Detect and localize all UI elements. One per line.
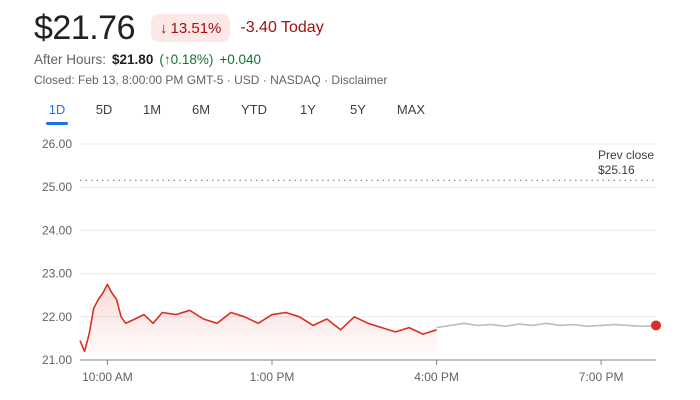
after-hours-price: $21.80 (112, 52, 154, 67)
y-tick-label: 23.00 (42, 267, 72, 281)
y-axis-ticks: 26.00 25.00 24.00 23.00 22.00 21.00 (42, 137, 72, 367)
after-hours-line-series (436, 322, 657, 329)
change-percent: 13.51% (170, 19, 222, 37)
tab-max[interactable]: MAX (396, 102, 426, 117)
prev-close-label: Prev close (598, 148, 654, 162)
after-hours-percent: (↑0.18%) (159, 52, 214, 67)
market-status-line: Closed: Feb 13, 8:00:00 PM GMT-5 · USD ·… (34, 73, 388, 87)
current-price: $21.76 (34, 9, 136, 47)
regular-session-line (79, 283, 437, 353)
tab-ytd[interactable]: YTD (241, 102, 267, 117)
prev-close-value: $25.16 (598, 163, 635, 177)
change-today: -3.40 Today (240, 19, 324, 36)
y-tick-label: 22.00 (42, 310, 72, 324)
after-hours-label: After Hours: (34, 52, 107, 67)
tab-5d[interactable]: 5D (95, 102, 113, 117)
price-chart[interactable]: 26.00 25.00 24.00 23.00 22.00 21.00 Prev clos… (0, 130, 700, 400)
change-badge: ↓ 13.51% (151, 14, 231, 42)
last-price-dot (651, 320, 661, 331)
x-tick-label: 1:00 PM (250, 370, 295, 384)
tab-6m[interactable]: 6M (191, 102, 211, 117)
down-arrow-icon: ↓ (160, 19, 168, 37)
price-area-fill (80, 284, 437, 360)
x-tick-label: 4:00 PM (414, 370, 459, 384)
x-tick-label: 7:00 PM (579, 370, 624, 384)
y-tick-label: 25.00 (42, 180, 72, 194)
after-hours-change: +0.040 (219, 52, 262, 67)
after-hours-line: After Hours: $21.80 (↑0.18%) +0.040 (34, 52, 261, 67)
tab-1d[interactable]: 1D (34, 98, 80, 125)
x-axis-ticks: 10:00 AM 1:00 PM 4:00 PM 7:00 PM (82, 360, 623, 384)
y-tick-label: 21.00 (42, 353, 72, 367)
quote-header: $21.76 ↓ 13.51% -3.40 Today (34, 8, 324, 48)
y-tick-label: 24.00 (42, 223, 72, 237)
tab-1y[interactable]: 1Y (300, 102, 316, 117)
range-tabs: 1D 5D 1M 6M YTD 1Y 5Y MAX (34, 98, 440, 125)
tab-1m[interactable]: 1M (142, 102, 162, 117)
y-tick-label: 26.00 (42, 137, 72, 151)
gridlines (80, 143, 656, 318)
tab-5y[interactable]: 5Y (350, 102, 366, 117)
x-tick-label: 10:00 AM (82, 370, 133, 384)
